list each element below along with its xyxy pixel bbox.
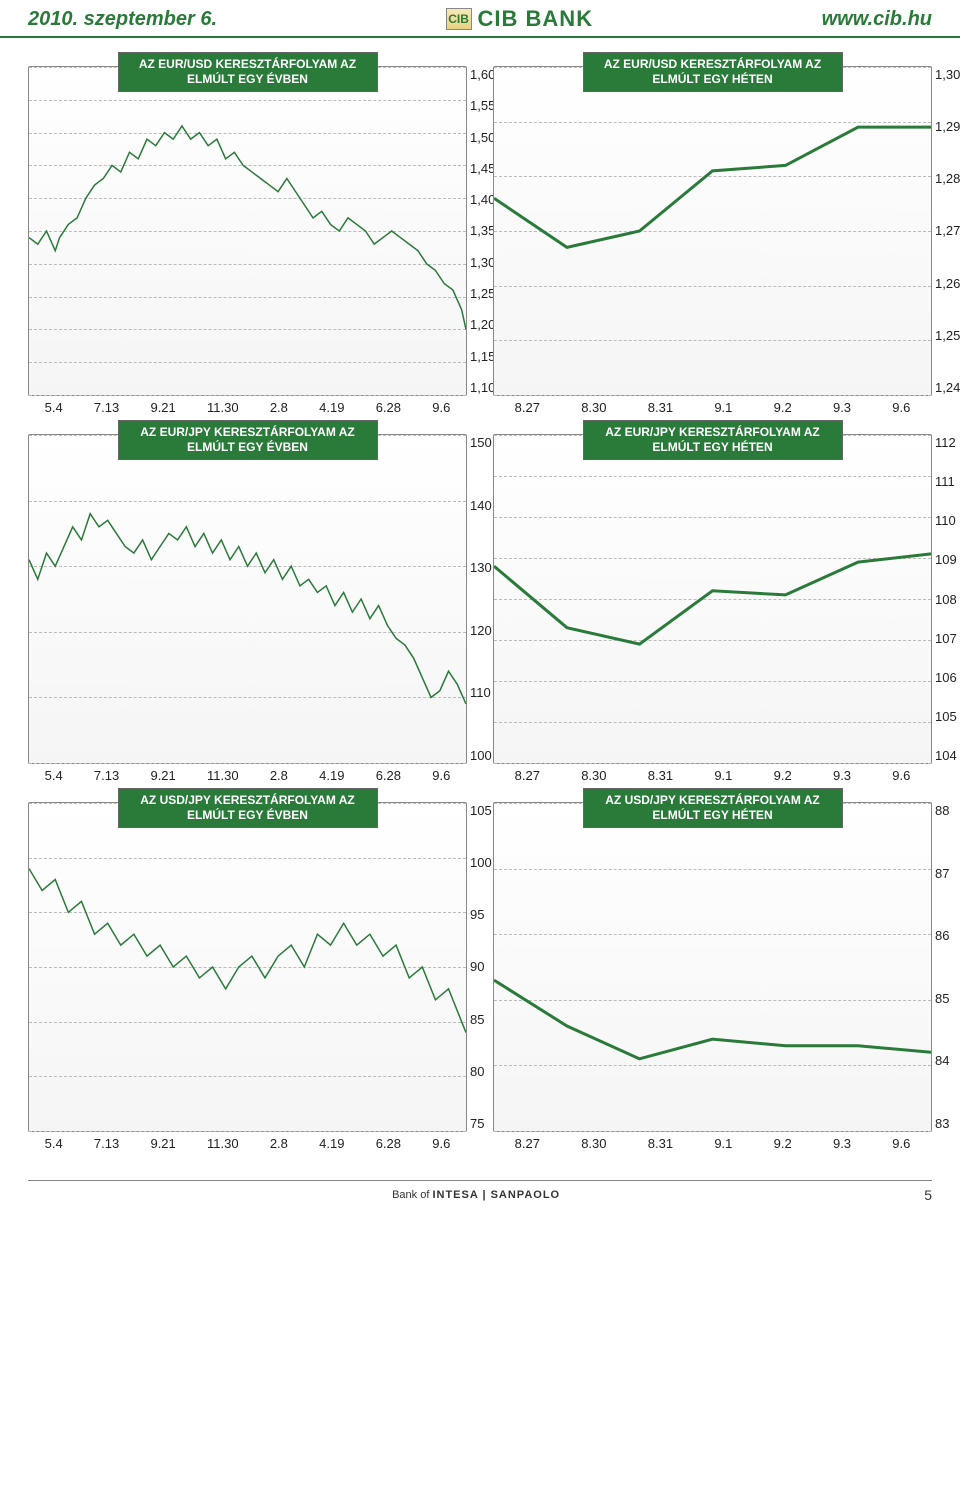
x-tick-label: 9.2 xyxy=(774,1136,792,1151)
y-tick-label: 105 xyxy=(935,709,960,724)
x-tick-label: 5.4 xyxy=(45,768,63,783)
x-tick-label: 2.8 xyxy=(270,400,288,415)
x-tick-label: 7.13 xyxy=(94,1136,119,1151)
x-tick-label: 6.28 xyxy=(376,1136,401,1151)
y-tick-label: 109 xyxy=(935,552,960,567)
chart-title: AZ EUR/JPY KERESZTÁRFOLYAM AZ ELMÚLT EGY… xyxy=(118,420,378,460)
x-tick-label: 11.30 xyxy=(207,768,239,783)
x-tick-label: 9.6 xyxy=(432,400,450,415)
y-tick-label: 104 xyxy=(935,748,960,763)
x-tick-label: 6.28 xyxy=(376,768,401,783)
x-tick-label: 8.27 xyxy=(515,400,540,415)
logo-icon: CIB xyxy=(446,8,472,30)
x-tick-label: 7.13 xyxy=(94,768,119,783)
y-tick-label: 1,30 xyxy=(935,67,960,82)
x-tick-label: 9.2 xyxy=(774,768,792,783)
x-tick-label: 5.4 xyxy=(45,400,63,415)
x-tick-label: 9.6 xyxy=(892,1136,910,1151)
chart-eurjpy-year: AZ EUR/JPY KERESZTÁRFOLYAM AZ ELMÚLT EGY… xyxy=(28,434,467,764)
page-number: 5 xyxy=(924,1187,932,1203)
x-tick-label: 11.30 xyxy=(207,1136,239,1151)
x-tick-label: 9.6 xyxy=(892,400,910,415)
page-footer: Bank of INTESA | SANPAOLO 5 xyxy=(28,1180,932,1223)
x-tick-label: 9.6 xyxy=(892,768,910,783)
y-tick-label: 87 xyxy=(935,866,960,881)
y-tick-label: 107 xyxy=(935,631,960,646)
x-tick-label: 4.19 xyxy=(319,400,344,415)
y-tick-label: 1,29 xyxy=(935,119,960,134)
x-tick-label: 9.6 xyxy=(432,1136,450,1151)
y-tick-label: 112 xyxy=(935,435,960,450)
y-tick-label: 84 xyxy=(935,1053,960,1068)
x-tick-label: 9.6 xyxy=(432,768,450,783)
x-tick-label: 8.27 xyxy=(515,1136,540,1151)
x-tick-label: 2.8 xyxy=(270,768,288,783)
x-tick-label: 9.3 xyxy=(833,1136,851,1151)
x-tick-label: 8.31 xyxy=(648,400,673,415)
chart-title: AZ EUR/JPY KERESZTÁRFOLYAM AZ ELMÚLT EGY… xyxy=(583,420,843,460)
x-tick-label: 9.3 xyxy=(833,400,851,415)
chart-eurusd-week: AZ EUR/USD KERESZTÁRFOLYAM AZ ELMÚLT EGY… xyxy=(493,66,932,396)
header-date: 2010. szeptember 6. xyxy=(28,8,217,31)
footer-bank: Bank of INTESA | SANPAOLO xyxy=(392,1189,560,1201)
y-tick-label: 1,28 xyxy=(935,171,960,186)
x-tick-label: 9.21 xyxy=(150,1136,175,1151)
y-tick-label: 88 xyxy=(935,803,960,818)
chart-eurjpy-week: AZ EUR/JPY KERESZTÁRFOLYAM AZ ELMÚLT EGY… xyxy=(493,434,932,764)
row-usdjpy: AZ USD/JPY KERESZTÁRFOLYAM AZ ELMÚLT EGY… xyxy=(28,802,932,1132)
x-tick-label: 9.21 xyxy=(150,400,175,415)
y-tick-label: 106 xyxy=(935,670,960,685)
x-tick-label: 11.30 xyxy=(207,400,239,415)
x-tick-label: 4.19 xyxy=(319,1136,344,1151)
chart-usdjpy-week: AZ USD/JPY KERESZTÁRFOLYAM AZ ELMÚLT EGY… xyxy=(493,802,932,1132)
x-tick-label: 8.30 xyxy=(581,400,606,415)
x-tick-label: 4.19 xyxy=(319,768,344,783)
x-tick-label: 6.28 xyxy=(376,400,401,415)
header-url: www.cib.hu xyxy=(822,8,932,31)
bank-logo: CIB CIB BANK xyxy=(446,6,594,32)
x-tick-label: 8.31 xyxy=(648,1136,673,1151)
charts-grid: AZ EUR/USD KERESZTÁRFOLYAM AZ ELMÚLT EGY… xyxy=(0,38,960,1180)
x-tick-label: 8.30 xyxy=(581,1136,606,1151)
x-tick-label: 8.27 xyxy=(515,768,540,783)
y-tick-label: 1,26 xyxy=(935,276,960,291)
y-tick-label: 1,24 xyxy=(935,380,960,395)
x-tick-label: 8.31 xyxy=(648,768,673,783)
chart-eurusd-year: AZ EUR/USD KERESZTÁRFOLYAM AZ ELMÚLT EGY… xyxy=(28,66,467,396)
page-header: 2010. szeptember 6. CIB CIB BANK www.cib… xyxy=(0,0,960,38)
y-tick-label: 110 xyxy=(935,513,960,528)
x-tick-label: 7.13 xyxy=(94,400,119,415)
x-tick-label: 9.1 xyxy=(714,400,732,415)
y-tick-label: 108 xyxy=(935,592,960,607)
y-tick-label: 83 xyxy=(935,1116,960,1131)
x-tick-label: 2.8 xyxy=(270,1136,288,1151)
y-tick-label: 1,27 xyxy=(935,223,960,238)
x-tick-label: 9.3 xyxy=(833,768,851,783)
x-tick-label: 9.2 xyxy=(774,400,792,415)
y-tick-label: 85 xyxy=(935,991,960,1006)
chart-title: AZ USD/JPY KERESZTÁRFOLYAM AZ ELMÚLT EGY… xyxy=(583,788,843,828)
chart-title: AZ EUR/USD KERESZTÁRFOLYAM AZ ELMÚLT EGY… xyxy=(583,52,843,92)
row-eurjpy: AZ EUR/JPY KERESZTÁRFOLYAM AZ ELMÚLT EGY… xyxy=(28,434,932,764)
y-tick-label: 111 xyxy=(935,474,960,489)
x-tick-label: 9.21 xyxy=(150,768,175,783)
chart-usdjpy-year: AZ USD/JPY KERESZTÁRFOLYAM AZ ELMÚLT EGY… xyxy=(28,802,467,1132)
x-tick-label: 5.4 xyxy=(45,1136,63,1151)
chart-title: AZ USD/JPY KERESZTÁRFOLYAM AZ ELMÚLT EGY… xyxy=(118,788,378,828)
row-eurusd: AZ EUR/USD KERESZTÁRFOLYAM AZ ELMÚLT EGY… xyxy=(28,66,932,396)
y-tick-label: 1,25 xyxy=(935,328,960,343)
x-tick-label: 9.1 xyxy=(714,1136,732,1151)
y-tick-label: 86 xyxy=(935,928,960,943)
x-tick-label: 8.30 xyxy=(581,768,606,783)
logo-text: CIB BANK xyxy=(478,6,594,32)
chart-title: AZ EUR/USD KERESZTÁRFOLYAM AZ ELMÚLT EGY… xyxy=(118,52,378,92)
x-tick-label: 9.1 xyxy=(714,768,732,783)
